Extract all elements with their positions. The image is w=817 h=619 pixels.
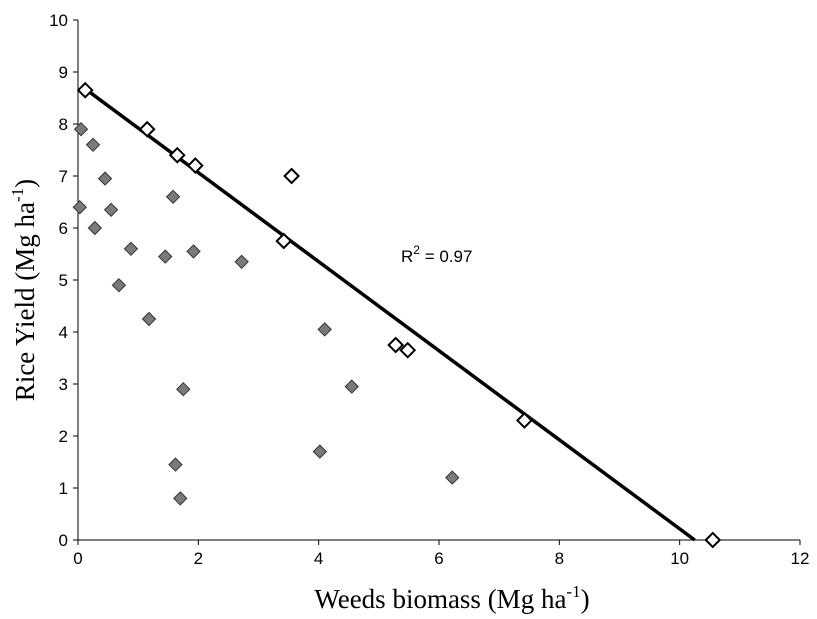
filled-diamond-point bbox=[186, 244, 201, 259]
data-points bbox=[72, 81, 722, 549]
y-axis-title-sup: -1 bbox=[8, 188, 27, 202]
filled-diamond-point bbox=[158, 249, 173, 264]
x-axis-ticks: 0 2 4 6 8 10 12 bbox=[73, 540, 809, 568]
filled-diamond-point bbox=[173, 491, 188, 506]
filled-diamond-point bbox=[176, 381, 191, 397]
y-tick-label: 8 bbox=[59, 115, 68, 134]
filled-diamond-point bbox=[317, 322, 332, 337]
filled-diamond-point bbox=[73, 121, 89, 137]
open-diamond-point bbox=[516, 411, 533, 429]
y-axis-title-main: Rice Yield (Mg ha bbox=[10, 202, 40, 401]
filled-diamond-point bbox=[123, 241, 139, 257]
open-diamond-point bbox=[704, 531, 722, 549]
y-tick-label: 10 bbox=[49, 11, 68, 30]
x-tick-label: 4 bbox=[314, 549, 323, 568]
x-axis-title-end: ) bbox=[581, 584, 590, 614]
x-tick-label: 12 bbox=[791, 549, 810, 568]
open-diamond-point bbox=[387, 336, 405, 354]
y-tick-label: 1 bbox=[59, 479, 68, 498]
y-tick-label: 7 bbox=[59, 167, 68, 186]
filled-diamond-point bbox=[168, 457, 183, 472]
y-tick-label: 3 bbox=[59, 375, 68, 394]
filled-diamond-point bbox=[111, 277, 127, 293]
x-tick-label: 10 bbox=[670, 549, 689, 568]
open-diamond-point bbox=[186, 157, 204, 175]
x-tick-label: 6 bbox=[434, 549, 443, 568]
y-tick-label: 0 bbox=[59, 531, 68, 550]
filled-diamond-point bbox=[87, 220, 103, 236]
r-squared-r: R bbox=[401, 247, 413, 266]
open-diamond-point bbox=[76, 81, 94, 99]
open-diamond-point bbox=[275, 232, 293, 250]
x-axis-title-main: Weeds biomass (Mg ha bbox=[314, 584, 566, 614]
filled-diamond-point bbox=[72, 199, 88, 215]
y-tick-label: 5 bbox=[59, 271, 68, 290]
x-tick-label: 8 bbox=[555, 549, 564, 568]
filled-diamond-point bbox=[85, 137, 101, 153]
x-axis-title-sup: -1 bbox=[566, 582, 580, 601]
filled-diamond-point bbox=[165, 189, 181, 205]
r-squared-annotation: R2 = 0.97 bbox=[401, 243, 472, 266]
filled-diamond-point bbox=[344, 379, 359, 394]
filled-diamond-point bbox=[445, 470, 460, 485]
open-diamond-point bbox=[168, 146, 186, 164]
y-axis-ticks: 0 1 2 3 4 5 6 7 8 9 10 bbox=[49, 11, 78, 550]
y-axis-title: Rice Yield (Mg ha-1) bbox=[8, 179, 40, 401]
y-tick-label: 2 bbox=[59, 427, 68, 446]
filled-diamond-point bbox=[141, 311, 157, 327]
filled-diamond-point bbox=[103, 202, 119, 218]
y-tick-label: 4 bbox=[59, 323, 68, 342]
r-squared-sup: 2 bbox=[413, 243, 420, 257]
filled-diamond-point bbox=[97, 171, 113, 186]
filled-diamond-point bbox=[312, 444, 328, 459]
r-squared-value: = 0.97 bbox=[420, 247, 472, 266]
x-tick-label: 0 bbox=[73, 549, 82, 568]
x-tick-label: 2 bbox=[194, 549, 203, 568]
y-axis-title-end: ) bbox=[10, 179, 40, 188]
x-axis-title: Weeds biomass (Mg ha-1) bbox=[314, 582, 589, 614]
y-tick-label: 9 bbox=[59, 63, 68, 82]
open-diamond-point bbox=[138, 120, 156, 138]
open-diamond-point bbox=[399, 341, 417, 359]
open-diamond-point bbox=[283, 167, 301, 185]
y-tick-label: 6 bbox=[59, 219, 68, 238]
filled-diamond-point bbox=[234, 254, 249, 270]
